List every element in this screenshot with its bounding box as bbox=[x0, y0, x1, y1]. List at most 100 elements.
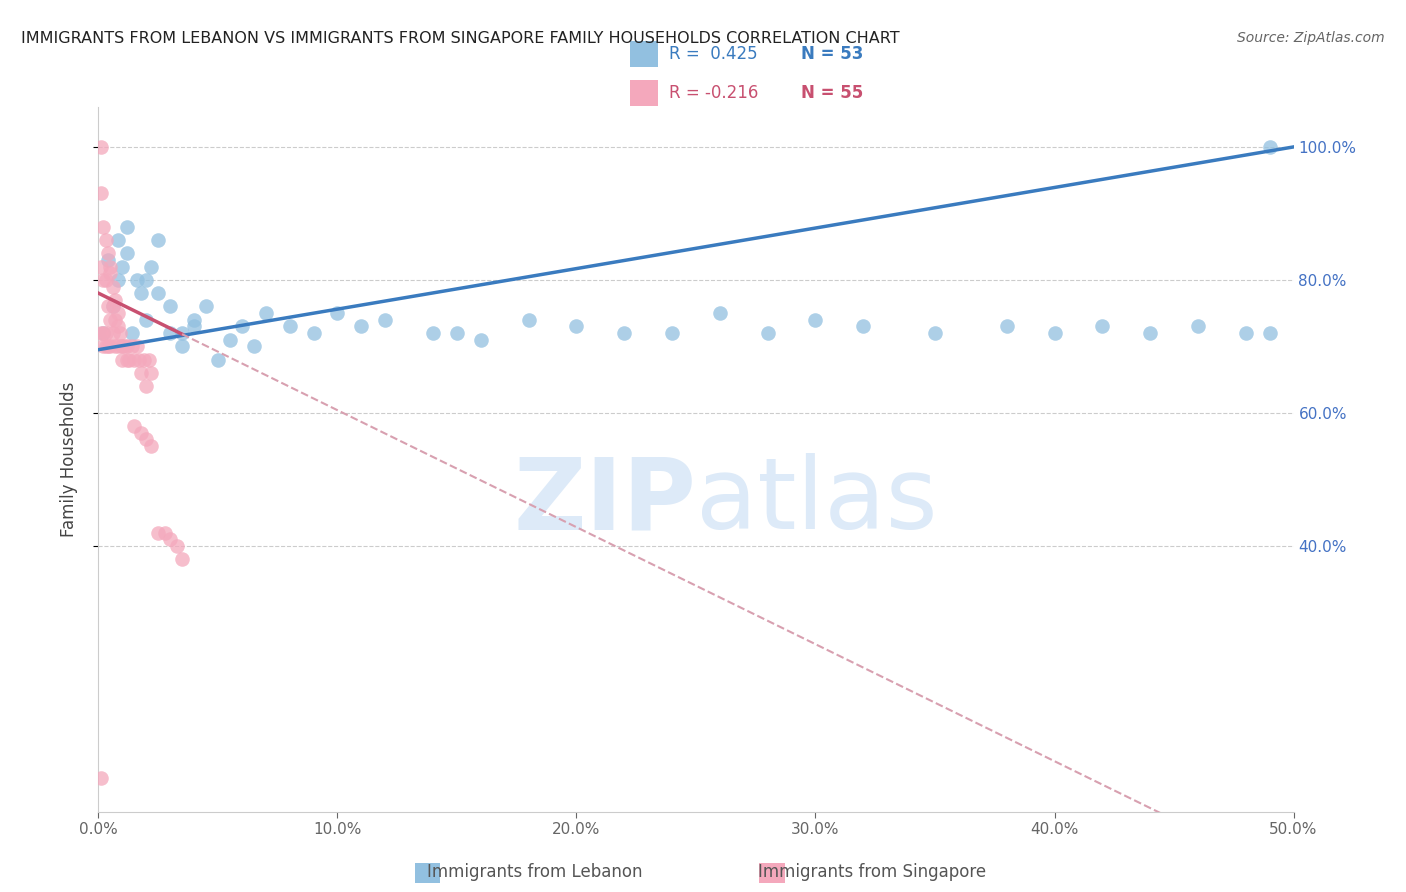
Point bbox=[101, 300, 124, 314]
Point bbox=[101, 300, 124, 314]
Text: Immigrants from Singapore: Immigrants from Singapore bbox=[758, 863, 986, 881]
Text: N = 55: N = 55 bbox=[801, 84, 863, 102]
Text: ZIP: ZIP bbox=[513, 453, 696, 550]
Text: atlas: atlas bbox=[696, 453, 938, 550]
Point bbox=[374, 312, 396, 326]
Point bbox=[115, 219, 138, 234]
Point bbox=[172, 326, 194, 340]
Point bbox=[135, 379, 157, 393]
Point bbox=[131, 286, 153, 301]
Point bbox=[132, 352, 155, 367]
Point bbox=[90, 772, 112, 786]
Point bbox=[125, 273, 148, 287]
Point bbox=[111, 260, 134, 274]
Point bbox=[756, 326, 779, 340]
Point bbox=[91, 339, 114, 353]
Point bbox=[98, 312, 122, 326]
Point bbox=[565, 319, 588, 334]
Point bbox=[148, 286, 170, 301]
Point bbox=[1187, 319, 1209, 334]
Point bbox=[613, 326, 636, 340]
Point bbox=[517, 312, 540, 326]
Point bbox=[148, 233, 170, 247]
Point bbox=[135, 433, 157, 447]
Point bbox=[107, 339, 129, 353]
Point bbox=[107, 233, 129, 247]
Point bbox=[91, 219, 114, 234]
Point bbox=[219, 333, 242, 347]
Point bbox=[94, 339, 117, 353]
Point bbox=[90, 186, 112, 201]
Point bbox=[97, 339, 120, 353]
Point bbox=[1258, 326, 1281, 340]
Point bbox=[104, 312, 127, 326]
Text: Immigrants from Lebanon: Immigrants from Lebanon bbox=[426, 863, 643, 881]
Point bbox=[118, 352, 141, 367]
Point bbox=[1043, 326, 1066, 340]
Point bbox=[114, 339, 136, 353]
Point bbox=[350, 319, 373, 334]
Point bbox=[148, 525, 170, 540]
Point bbox=[98, 266, 122, 280]
Point bbox=[91, 273, 114, 287]
Point bbox=[135, 312, 157, 326]
Text: R = -0.216: R = -0.216 bbox=[669, 84, 759, 102]
Point bbox=[94, 233, 117, 247]
Point bbox=[101, 326, 124, 340]
Point bbox=[195, 300, 218, 314]
Point bbox=[107, 306, 129, 320]
Point bbox=[94, 326, 117, 340]
Bar bbox=[630, 80, 658, 106]
Point bbox=[115, 246, 138, 260]
Point bbox=[128, 352, 150, 367]
Point bbox=[159, 300, 181, 314]
Point bbox=[278, 319, 301, 334]
Point bbox=[125, 339, 148, 353]
Point bbox=[326, 306, 349, 320]
Point bbox=[1234, 326, 1257, 340]
Point bbox=[446, 326, 468, 340]
Text: R =  0.425: R = 0.425 bbox=[669, 45, 758, 63]
Point bbox=[90, 326, 112, 340]
Point bbox=[111, 339, 134, 353]
Point bbox=[207, 352, 229, 367]
Point bbox=[121, 339, 143, 353]
Point bbox=[155, 525, 177, 540]
Point bbox=[111, 339, 134, 353]
Point bbox=[1091, 319, 1114, 334]
Point bbox=[183, 312, 205, 326]
Point bbox=[101, 279, 124, 293]
Point bbox=[1258, 140, 1281, 154]
Point bbox=[107, 273, 129, 287]
Point bbox=[115, 352, 138, 367]
Point bbox=[302, 326, 325, 340]
Point bbox=[108, 326, 131, 340]
Point bbox=[172, 339, 194, 353]
Point bbox=[124, 419, 146, 434]
Point bbox=[90, 260, 112, 274]
Point bbox=[115, 339, 138, 353]
Bar bbox=[415, 863, 440, 883]
Point bbox=[172, 552, 194, 566]
Point bbox=[166, 539, 188, 553]
Point bbox=[139, 366, 162, 380]
Point bbox=[159, 532, 181, 546]
Point bbox=[470, 333, 492, 347]
Point bbox=[183, 319, 205, 334]
Text: Source: ZipAtlas.com: Source: ZipAtlas.com bbox=[1237, 31, 1385, 45]
Point bbox=[94, 273, 117, 287]
Point bbox=[139, 439, 162, 453]
Point bbox=[852, 319, 875, 334]
Bar bbox=[630, 41, 658, 67]
Point bbox=[139, 260, 162, 274]
Point bbox=[91, 326, 114, 340]
Point bbox=[131, 425, 153, 440]
Point bbox=[124, 352, 146, 367]
Point bbox=[422, 326, 444, 340]
Point bbox=[121, 326, 143, 340]
Point bbox=[1139, 326, 1161, 340]
Y-axis label: Family Households: Family Households bbox=[59, 382, 77, 537]
Point bbox=[104, 339, 127, 353]
Point bbox=[90, 140, 112, 154]
Point bbox=[135, 273, 157, 287]
